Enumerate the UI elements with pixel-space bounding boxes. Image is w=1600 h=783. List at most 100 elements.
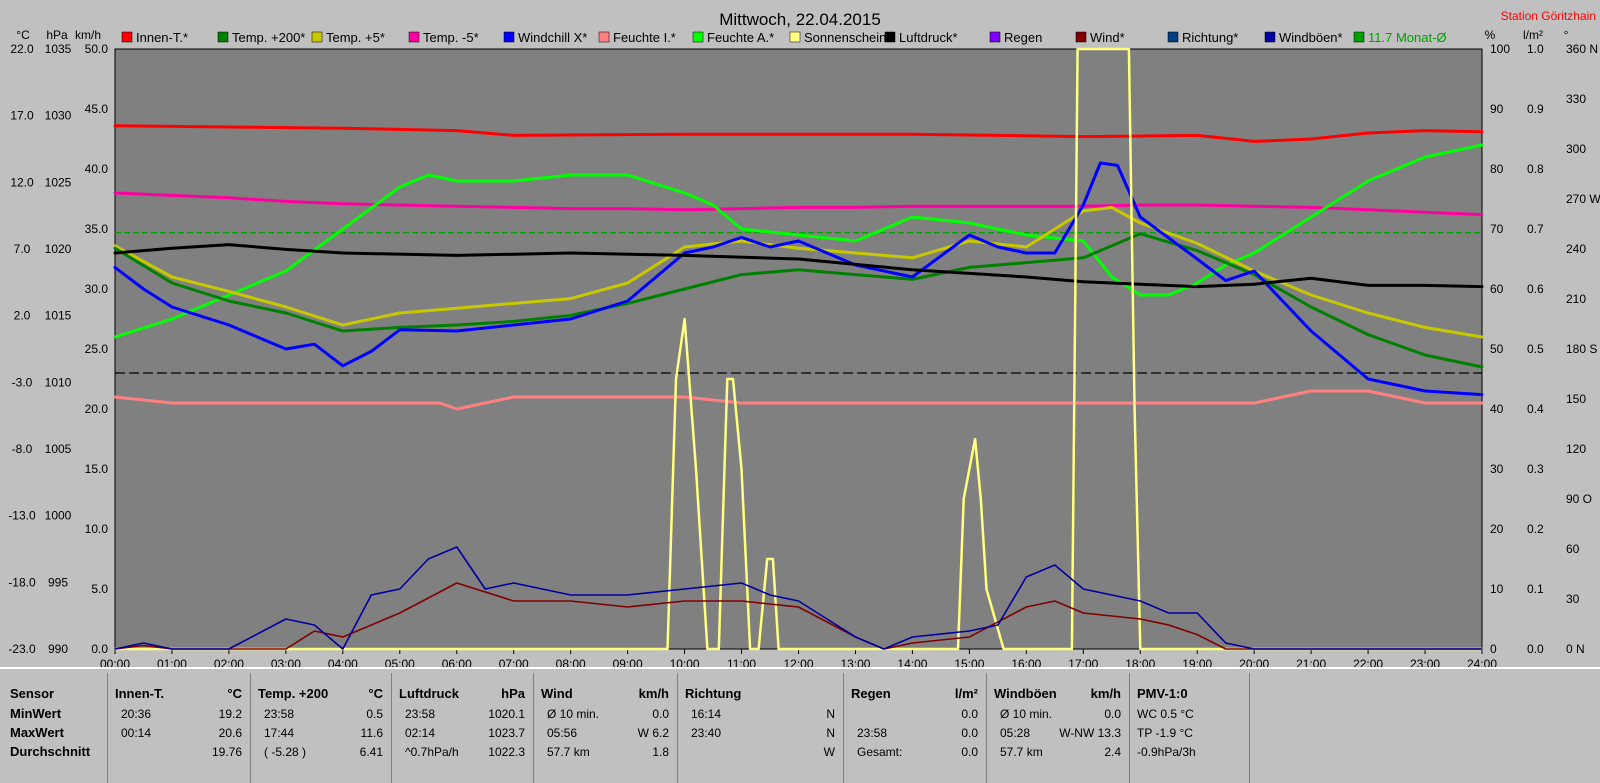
stats-value: -0.9hPa/3h: [1137, 745, 1196, 759]
stats-col-windboeen: Windböen km/h Ø 10 min. 0.0 05:28 W-NW 13.3 57…: [986, 673, 1130, 783]
stats-value: 2.4: [1104, 745, 1121, 759]
tick-label-rain: 0.4: [1527, 402, 1544, 416]
tick-label-percent: 30: [1490, 462, 1504, 476]
stats-header: Luftdruck: [399, 686, 459, 701]
tick-label-speed: 45.0: [85, 102, 109, 116]
stats-value: 19.76: [211, 745, 242, 759]
x-tick-label: 17:00: [1068, 657, 1098, 667]
x-tick-label: 20:00: [1239, 657, 1269, 667]
tick-label-pressure: 1005: [45, 442, 72, 456]
tick-label-speed: 10.0: [85, 522, 109, 536]
x-tick-label: 15:00: [954, 657, 984, 667]
stats-value: 1022.3: [488, 745, 525, 759]
stats-time: 05:56: [547, 726, 578, 740]
stats-time: Gesamt:: [857, 745, 903, 759]
tick-label-temp: -3.0: [12, 375, 33, 389]
tick-label-direction: 240: [1566, 242, 1586, 256]
stats-time: 23:40: [691, 726, 722, 740]
tick-label-percent: 0: [1490, 642, 1497, 656]
tick-label-pressure: 995: [48, 575, 68, 589]
x-tick-label: 13:00: [840, 657, 870, 667]
x-tick-label: 03:00: [271, 657, 301, 667]
axis-unit-direction: °: [1564, 28, 1569, 42]
legend-item: Regen: [989, 30, 1042, 45]
x-tick-label: 08:00: [556, 657, 586, 667]
legend-item: Feuchte A.*: [692, 30, 774, 45]
stats-value: 1.8: [652, 745, 669, 759]
stats-time: 00:14: [121, 726, 152, 740]
tick-label-pressure: 1020: [45, 242, 72, 256]
legend-swatch: [789, 31, 801, 43]
tick-label-percent: 100: [1490, 42, 1510, 56]
stats-time: ^0.7hPa/h: [405, 745, 459, 759]
tick-label-temp: 12.0: [10, 175, 34, 189]
legend-swatch: [692, 31, 704, 43]
stats-value: W 6.2: [637, 726, 669, 740]
tick-label-pressure: 1015: [45, 309, 72, 323]
x-tick-label: 10:00: [670, 657, 700, 667]
station-label: Station Göritzhain: [1501, 9, 1596, 23]
series-line: [113, 124, 1484, 143]
x-tick-label: 16:00: [1011, 657, 1041, 667]
tick-label-pressure: 1010: [45, 375, 72, 389]
tick-label-pressure: 990: [48, 642, 68, 656]
stats-value: N: [826, 726, 835, 740]
stats-time: 23:58: [857, 726, 888, 740]
x-tick-label: 04:00: [328, 657, 358, 667]
legend-item: Luftdruck*: [884, 30, 958, 45]
legend-item: Temp. +200*: [217, 30, 305, 45]
tick-label-speed: 15.0: [85, 462, 109, 476]
legend-label: Wind*: [1090, 30, 1125, 45]
tick-label-percent: 40: [1490, 402, 1504, 416]
tick-label-speed: 5.0: [91, 582, 108, 596]
stats-value: 0.0: [652, 707, 669, 721]
tick-label-temp: 7.0: [14, 242, 31, 256]
legend-label: Sonnenschein: [804, 30, 886, 45]
plot-area: [114, 48, 1483, 650]
tick-label-direction: 210: [1566, 292, 1586, 306]
tick-label-speed: 30.0: [85, 282, 109, 296]
stats-value: 0.5: [366, 707, 383, 721]
stats-time: 57.7 km: [547, 745, 590, 759]
x-tick-label: 05:00: [385, 657, 415, 667]
axis-unit-rain: l/m²: [1523, 28, 1543, 42]
stats-unit: hPa: [501, 686, 525, 701]
stats-value: 19.2: [218, 707, 242, 721]
stats-value: 20.6: [218, 726, 242, 740]
stats-max-label: MaxWert: [10, 725, 64, 740]
stats-value: 0.0: [961, 726, 978, 740]
tick-label-temp: -13.0: [8, 509, 36, 523]
legend-item: Temp. -5*: [408, 30, 479, 45]
tick-label-rain: 0.5: [1527, 342, 1544, 356]
legend-item: Windböen*: [1264, 30, 1343, 45]
legend-label: Temp. -5*: [423, 30, 479, 45]
stats-header: Temp. +200: [258, 686, 329, 701]
stats-header: Wind: [541, 686, 573, 701]
stats-value: 0.0: [961, 745, 978, 759]
tick-label-rain: 0.6: [1527, 282, 1544, 296]
legend-swatch: [1264, 31, 1276, 43]
series-line: [114, 546, 1483, 650]
legend-item: Innen-T.*: [121, 30, 188, 45]
tick-label-direction: 0 N: [1566, 642, 1585, 656]
tick-label-pressure: 1025: [45, 175, 72, 189]
legend-label: Feuchte A.*: [707, 30, 774, 45]
tick-label-pressure: 1035: [45, 42, 72, 56]
x-tick-label: 19:00: [1182, 657, 1212, 667]
stats-header: Windböen: [994, 686, 1057, 701]
stats-sensor-header: Sensor: [10, 686, 55, 701]
tick-label-percent: 60: [1490, 282, 1504, 296]
tick-label-direction: 30: [1566, 592, 1580, 606]
x-tick-label: 11:00: [727, 657, 756, 667]
tick-label-percent: 80: [1490, 162, 1504, 176]
tick-label-temp: 22.0: [10, 42, 34, 56]
tick-label-rain: 0.0: [1527, 642, 1544, 656]
tick-label-direction: 300: [1566, 142, 1586, 156]
weather-chart: Mittwoch, 22.04.2015 Station Göritzhain °C…: [8, 9, 1600, 667]
series-line: [114, 582, 1483, 650]
legend-item: Sonnenschein: [789, 30, 886, 45]
legend-swatch: [884, 31, 896, 43]
legend-label: Temp. +5*: [326, 30, 385, 45]
x-tick-label: 22:00: [1353, 657, 1383, 667]
legend-item: Temp. +5*: [311, 30, 385, 45]
